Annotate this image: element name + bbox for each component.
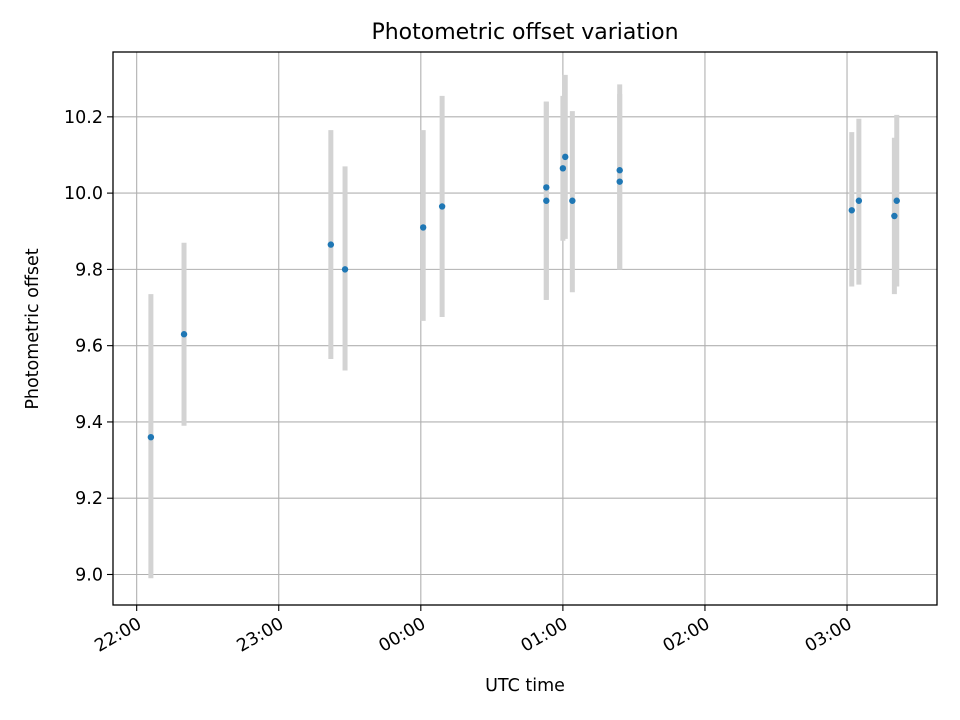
data-point	[569, 197, 576, 204]
data-point	[543, 197, 550, 204]
data-point	[419, 224, 427, 231]
y-tick-label: 9.4	[75, 413, 103, 433]
x-axis-label: UTC time	[485, 676, 565, 696]
data-point	[327, 241, 335, 248]
y-tick-label: 10.2	[64, 108, 103, 128]
plot-frame	[112, 51, 938, 606]
data-point	[543, 184, 550, 191]
plot-area	[113, 52, 937, 605]
data-point	[562, 153, 569, 161]
data-point	[341, 266, 349, 273]
y-tick-label: 9.6	[75, 337, 103, 357]
data-point	[559, 165, 567, 172]
data-points	[147, 153, 900, 441]
y-tick-label: 9.0	[75, 565, 103, 585]
data-point	[893, 197, 900, 204]
chart-title: Photometric offset variation	[371, 20, 678, 45]
data-point	[438, 203, 446, 210]
y-tick-label: 10.0	[64, 184, 103, 204]
data-point	[616, 178, 623, 185]
y-tick-label: 9.2	[75, 489, 103, 509]
y-axis-label: Photometric offset	[23, 248, 43, 409]
y-tick-label: 9.8	[75, 260, 103, 280]
y-axis: 9.0 9.2 9.4 9.6 9.8 10.0 10.2	[64, 108, 113, 585]
data-point	[180, 331, 188, 338]
data-point	[848, 207, 855, 214]
data-point	[616, 167, 623, 174]
data-point	[147, 433, 155, 441]
data-point	[891, 212, 898, 220]
data-point	[855, 197, 863, 204]
